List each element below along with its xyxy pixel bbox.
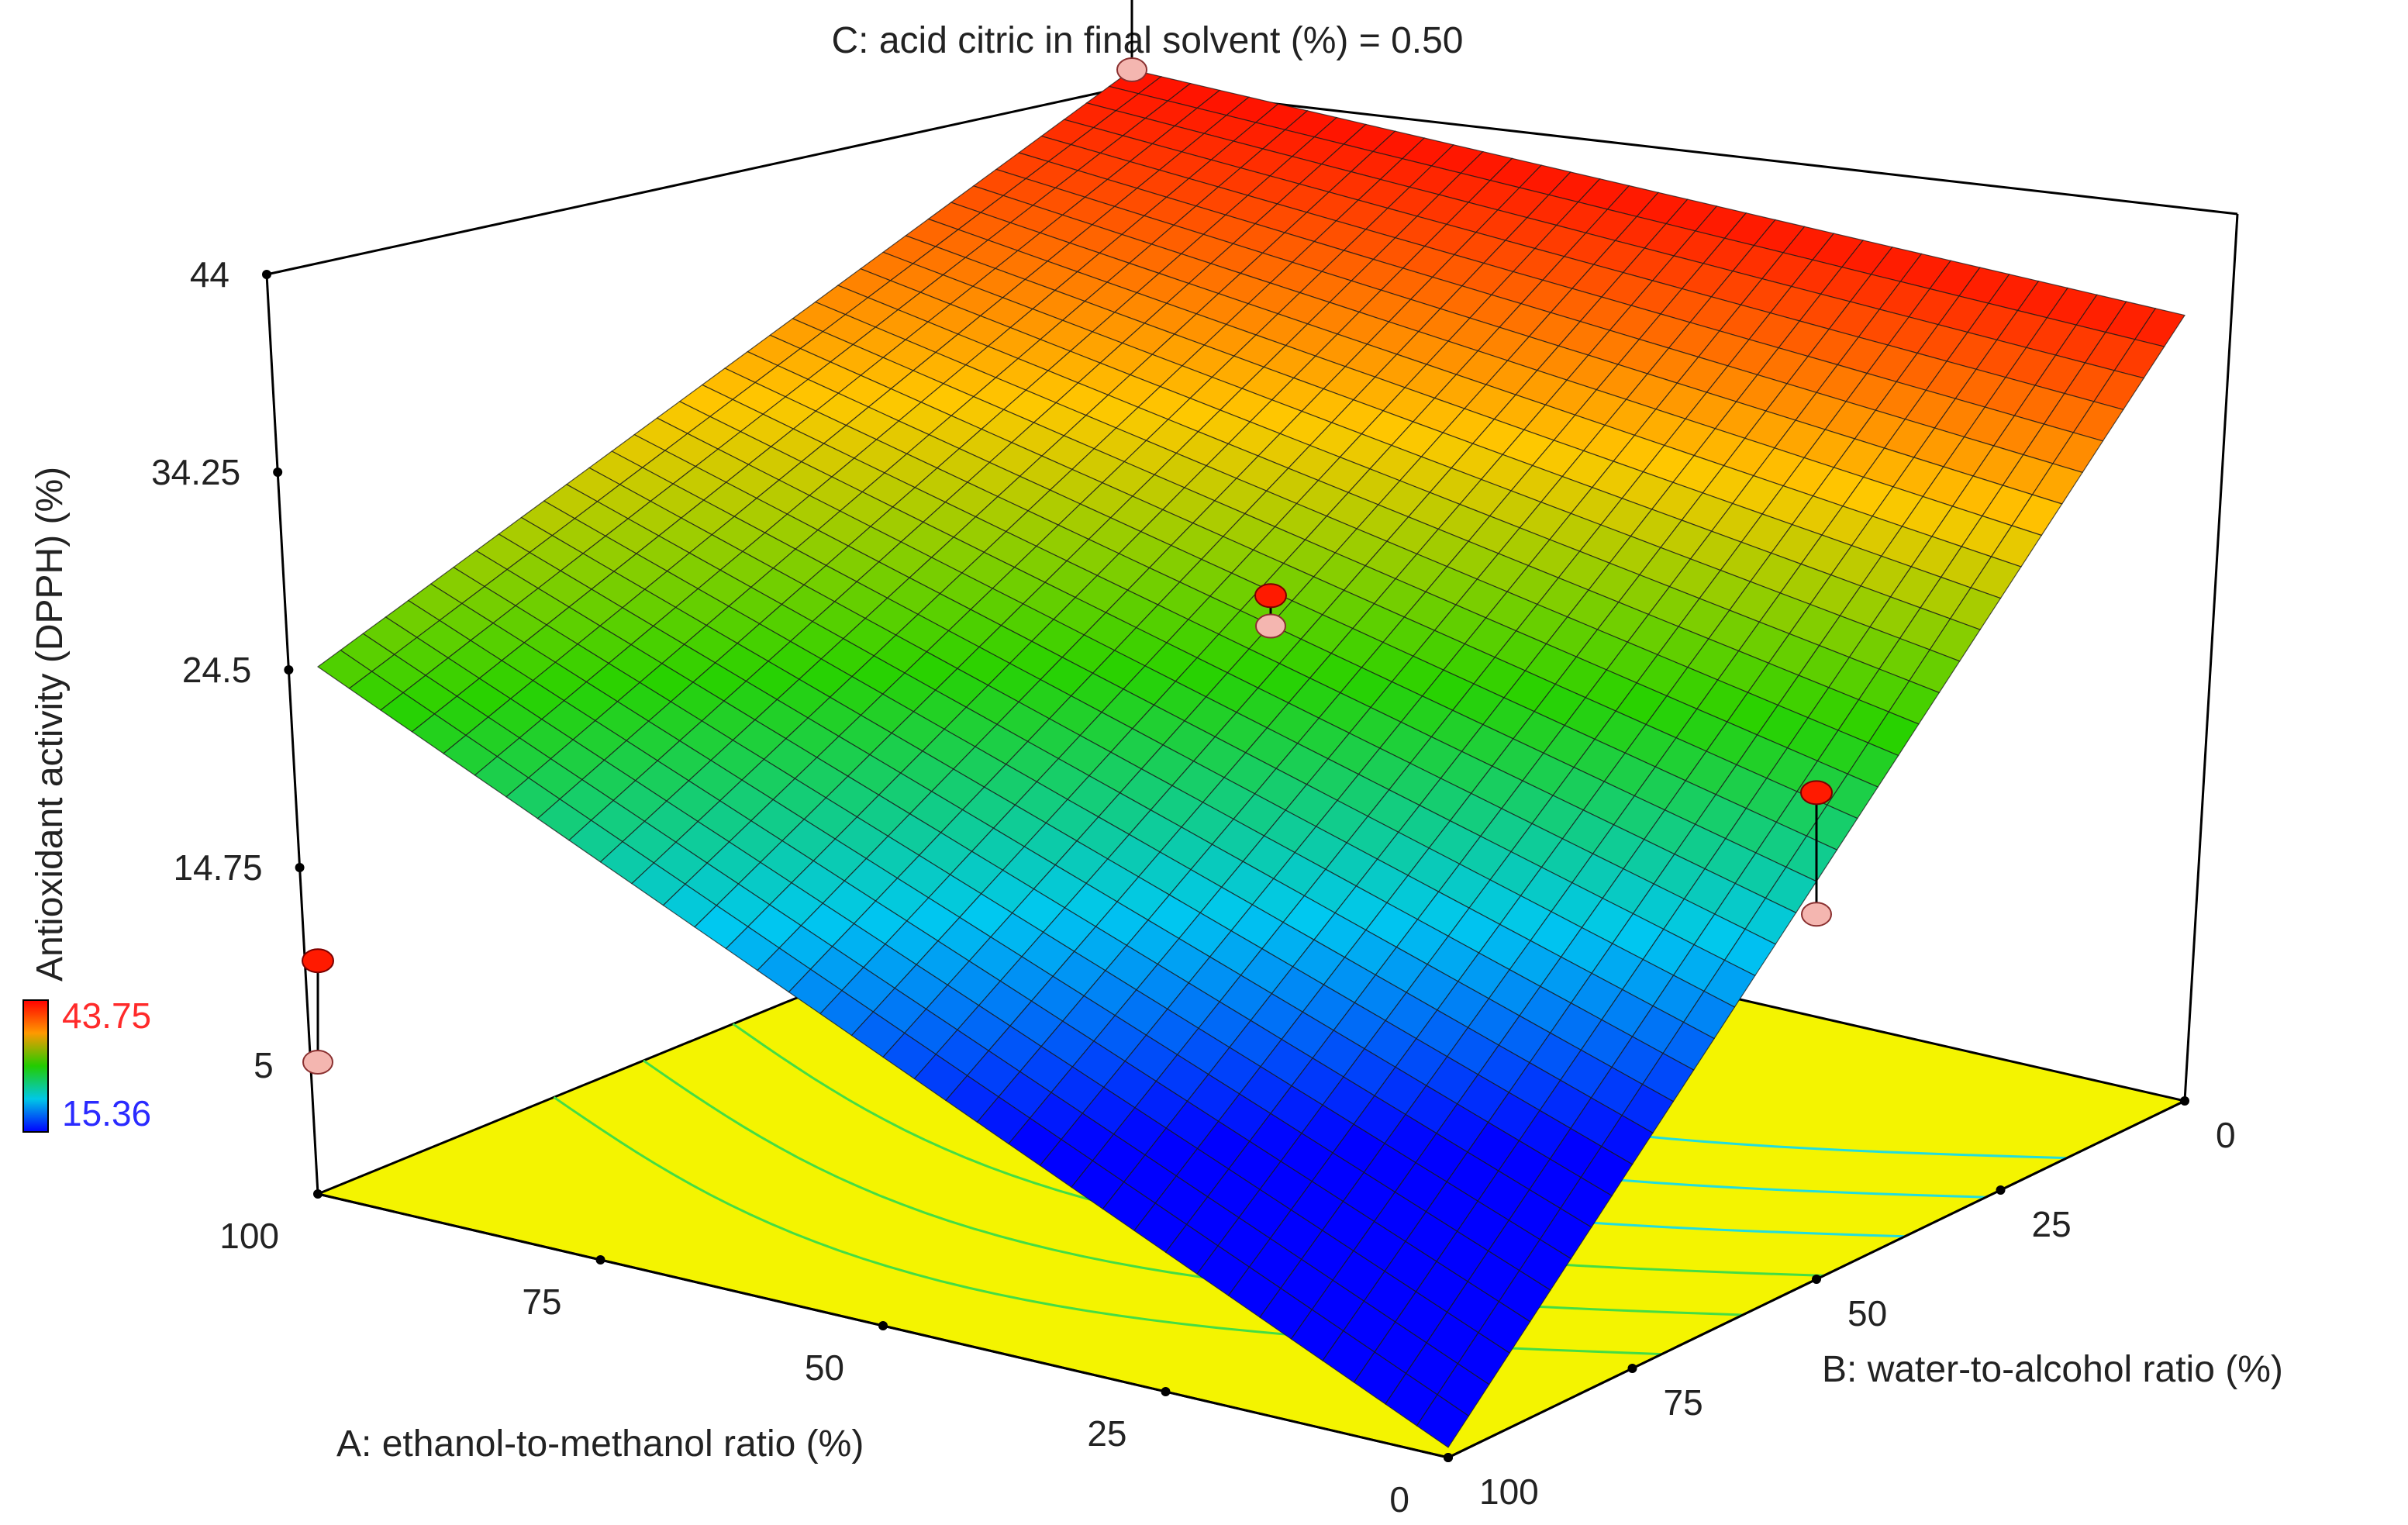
- x-tick-label: 0: [1389, 1479, 1409, 1520]
- x-axis-title: A: ethanol-to-methanol ratio (%): [336, 1423, 864, 1465]
- y-tick-mark: [2180, 1096, 2189, 1106]
- y-tick-mark: [1627, 1364, 1637, 1373]
- z-axis: 44 34.25 24.5 14.75 5: [151, 254, 319, 1195]
- actual-point: [1254, 583, 1287, 609]
- response-surface: [316, 69, 2185, 1448]
- y-tick-mark: [1444, 1453, 1453, 1462]
- y-axis: 0 25 50 75 100: [1444, 1096, 2236, 1512]
- surface-cell: [1416, 1394, 1470, 1448]
- y-tick-mark: [1996, 1185, 2006, 1195]
- predicted-point: [302, 1050, 333, 1075]
- x-axis: 100 75 50 25 0: [219, 1189, 1453, 1520]
- z-tick-label: 14.75: [173, 847, 262, 888]
- actual-point: [1800, 780, 1833, 806]
- z-tick-mark: [262, 270, 271, 279]
- z-tick-label: 34.25: [151, 452, 240, 492]
- z-tick-label: 5: [254, 1045, 274, 1085]
- z-tick-label: 44: [190, 254, 229, 295]
- z-tick-mark: [295, 862, 305, 872]
- x-tick-mark: [313, 1189, 323, 1199]
- y-tick-label: 100: [1479, 1472, 1539, 1512]
- predicted-point: [1801, 902, 1832, 927]
- predicted-point: [1255, 613, 1286, 639]
- x-tick-mark: [878, 1321, 888, 1330]
- y-tick-label: 50: [1847, 1293, 1887, 1334]
- y-axis-title: B: water-to-alcohol ratio (%): [1822, 1349, 2283, 1390]
- chart-title: C: acid citric in final solvent (%) = 0.…: [832, 20, 1464, 61]
- x-tick-mark: [595, 1255, 605, 1265]
- color-legend-bar: [22, 999, 49, 1133]
- y-tick-label: 25: [2032, 1204, 2072, 1244]
- legend-low-label: 15.36: [62, 1093, 151, 1133]
- z-tick-mark: [284, 664, 294, 675]
- y-tick-label: 0: [2216, 1115, 2236, 1155]
- x-tick-label: 100: [219, 1216, 279, 1256]
- z-axis-title: Antioxidant activity (DPPH) (%): [29, 467, 71, 982]
- z-tick-label: 24.5: [182, 650, 252, 690]
- x-tick-label: 50: [805, 1347, 844, 1388]
- legend-high-label: 43.75: [62, 995, 151, 1036]
- x-tick-mark: [1161, 1387, 1171, 1396]
- predicted-point: [1116, 57, 1147, 83]
- actual-point: [302, 948, 334, 974]
- y-tick-label: 75: [1664, 1382, 1703, 1423]
- design-points: [302, 0, 1833, 1075]
- y-tick-mark: [1812, 1275, 1821, 1284]
- z-tick-mark: [273, 467, 283, 477]
- x-tick-label: 75: [522, 1282, 561, 1322]
- x-tick-label: 25: [1087, 1413, 1126, 1454]
